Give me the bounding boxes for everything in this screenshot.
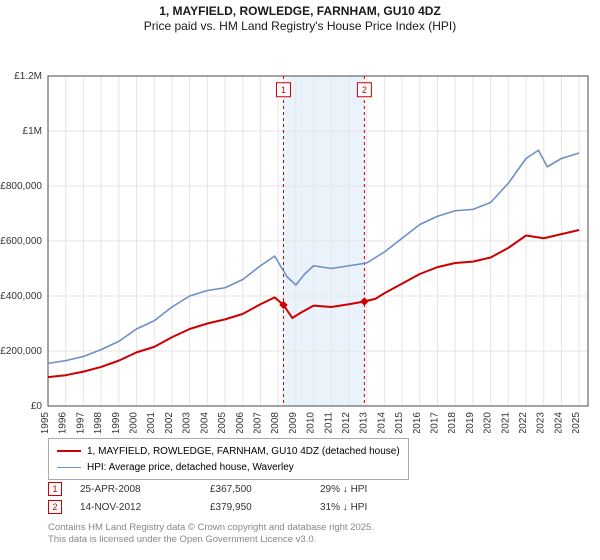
x-tick-label: 2006 [235, 412, 246, 433]
x-tick-label: 1996 [58, 412, 69, 433]
legend-swatch [57, 467, 81, 468]
sale-badge: 1 [48, 482, 62, 496]
attribution-footer: Contains HM Land Registry data © Crown c… [48, 522, 374, 546]
x-tick-label: 2023 [536, 412, 547, 433]
marker-badge-2: 2 [362, 85, 367, 95]
x-tick-label: 1995 [40, 412, 51, 433]
x-tick-label: 2013 [359, 412, 370, 433]
chart-title-line1: 1, MAYFIELD, ROWLEDGE, FARNHAM, GU10 4DZ [0, 4, 600, 19]
x-tick-label: 2015 [394, 412, 405, 433]
x-tick-label: 2022 [518, 412, 529, 433]
y-tick-label: £1M [23, 126, 42, 137]
footer-line2: This data is licensed under the Open Gov… [48, 534, 374, 546]
y-tick-label: £400,000 [0, 291, 42, 302]
chart-title-line2: Price paid vs. HM Land Registry's House … [0, 19, 600, 34]
y-tick-label: £200,000 [0, 346, 42, 357]
x-tick-label: 1999 [111, 412, 122, 433]
sale-hpi-delta: 29% ↓ HPI [320, 484, 440, 495]
legend: 1, MAYFIELD, ROWLEDGE, FARNHAM, GU10 4DZ… [48, 438, 409, 480]
x-tick-label: 2007 [252, 412, 263, 433]
y-tick-label: £1.2M [14, 71, 42, 82]
sale-badge: 2 [48, 500, 62, 514]
x-tick-label: 2009 [288, 412, 299, 433]
x-tick-label: 2018 [447, 412, 458, 433]
x-tick-label: 2020 [483, 412, 494, 433]
x-tick-label: 2024 [553, 412, 564, 433]
sale-date: 14-NOV-2012 [80, 502, 210, 513]
y-tick-label: £800,000 [0, 181, 42, 192]
x-tick-label: 2011 [323, 412, 334, 433]
sale-price: £367,500 [210, 484, 320, 495]
x-tick-label: 2017 [430, 412, 441, 433]
x-tick-label: 2014 [376, 412, 387, 433]
x-tick-label: 2000 [129, 412, 140, 433]
x-tick-label: 2001 [146, 412, 157, 433]
sale-price: £379,950 [210, 502, 320, 513]
sale-row: 2 14-NOV-2012£379,95031% ↓ HPI [48, 498, 440, 516]
x-tick-label: 2002 [164, 412, 175, 433]
sale-row: 1 25-APR-2008£367,50029% ↓ HPI [48, 480, 440, 498]
x-tick-label: 2003 [182, 412, 193, 433]
x-tick-label: 2004 [199, 412, 210, 433]
x-tick-label: 2008 [270, 412, 281, 433]
chart-area: £0£200,000£400,000£600,000£800,000£1M£1.… [0, 38, 600, 403]
x-tick-label: 1998 [93, 412, 104, 433]
x-tick-label: 2016 [412, 412, 423, 433]
chart-svg: £0 £200,000 £400,000 £600,000 £800,000 £1M £1.… [0, 38, 600, 433]
legend-row: HPI: Average price, detached house, Wave… [57, 459, 400, 475]
x-tick-label: 2025 [571, 412, 582, 433]
footer-line1: Contains HM Land Registry data © Crown c… [48, 522, 374, 534]
y-tick-label: £600,000 [0, 236, 42, 247]
x-tick-label: 2012 [341, 412, 352, 433]
sales-table: 1 25-APR-2008£367,50029% ↓ HPI 2 14-NOV-201… [48, 480, 440, 516]
x-tick-label: 2021 [500, 412, 511, 433]
chart-title-block: 1, MAYFIELD, ROWLEDGE, FARNHAM, GU10 4DZ… [0, 0, 600, 34]
sale-hpi-delta: 31% ↓ HPI [320, 502, 440, 513]
x-tick-label: 2010 [306, 412, 317, 433]
sale-date: 25-APR-2008 [80, 484, 210, 495]
y-tick-label: £0 [31, 401, 43, 412]
marker-badge-1: 1 [281, 85, 286, 95]
legend-swatch [57, 450, 81, 452]
legend-label: 1, MAYFIELD, ROWLEDGE, FARNHAM, GU10 4DZ… [87, 446, 400, 457]
x-tick-label: 2019 [465, 412, 476, 433]
x-tick-label: 2005 [217, 412, 228, 433]
x-tick-label: 1997 [75, 412, 86, 433]
legend-row: 1, MAYFIELD, ROWLEDGE, FARNHAM, GU10 4DZ… [57, 443, 400, 459]
legend-label: HPI: Average price, detached house, Wave… [87, 462, 294, 473]
